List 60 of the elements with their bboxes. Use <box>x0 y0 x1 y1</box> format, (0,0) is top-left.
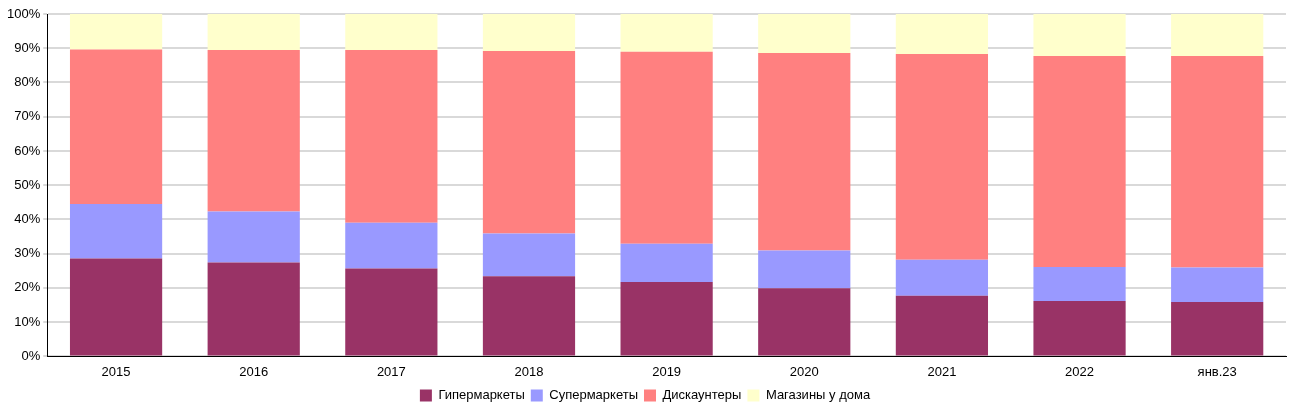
bar <box>69 204 163 259</box>
bar <box>345 222 438 269</box>
x-tick-label: 2015 <box>101 363 131 379</box>
bar <box>620 282 713 356</box>
y-tick-label: 10% <box>14 313 41 329</box>
bar <box>758 53 851 251</box>
x-tick-label: 2018 <box>514 363 544 379</box>
legend-label: Супермаркеты <box>549 387 638 403</box>
bar <box>758 250 851 289</box>
x-tick-label: янв.23 <box>1197 363 1237 379</box>
bar <box>482 14 576 51</box>
x-tick-label: 2021 <box>927 363 957 379</box>
legend-label: Дискаунтеры <box>662 387 742 403</box>
bar <box>1033 267 1126 301</box>
x-tick-label: 2019 <box>652 363 682 379</box>
bar <box>482 276 576 356</box>
bar <box>1033 14 1126 57</box>
x-tick-label: 2020 <box>789 363 819 379</box>
bar <box>482 50 576 234</box>
legend-label: Гипермаркеты <box>438 387 525 403</box>
x-tick-label: 2016 <box>239 363 269 379</box>
bar <box>620 14 713 52</box>
y-tick-label: 60% <box>14 142 41 158</box>
bar <box>345 268 438 356</box>
x-tick-label: 2017 <box>376 363 406 379</box>
bar <box>620 243 713 283</box>
bar <box>758 288 851 356</box>
y-tick-label: 80% <box>14 74 41 90</box>
bar <box>620 51 713 244</box>
bar <box>69 258 163 356</box>
bar <box>1171 267 1264 302</box>
y-tick-label: 0% <box>21 347 41 363</box>
bar <box>207 14 300 50</box>
bar <box>895 295 989 356</box>
bar <box>345 14 438 50</box>
y-tick-label: 50% <box>14 176 41 192</box>
x-tick-label: 2022 <box>1065 363 1094 379</box>
bar <box>758 14 851 54</box>
bar <box>207 211 300 263</box>
bar <box>1033 56 1126 268</box>
y-tick-label: 100% <box>7 5 41 21</box>
y-tick-label: 30% <box>14 245 41 261</box>
bar <box>345 49 438 223</box>
bar <box>1171 14 1264 57</box>
bar <box>895 54 989 260</box>
bar <box>207 49 300 212</box>
bar <box>69 14 163 50</box>
bar <box>482 233 576 277</box>
bar <box>895 259 989 296</box>
y-tick-label: 90% <box>14 39 41 55</box>
bar <box>895 14 989 55</box>
bar <box>1033 300 1126 356</box>
bar <box>69 49 163 205</box>
y-tick-label: 20% <box>14 279 41 295</box>
bar <box>1171 301 1264 356</box>
bar <box>1171 56 1264 268</box>
bar <box>207 262 300 356</box>
legend-label: Магазины у дома <box>765 387 871 403</box>
y-tick-label: 40% <box>14 211 41 227</box>
y-tick-label: 70% <box>14 108 41 124</box>
